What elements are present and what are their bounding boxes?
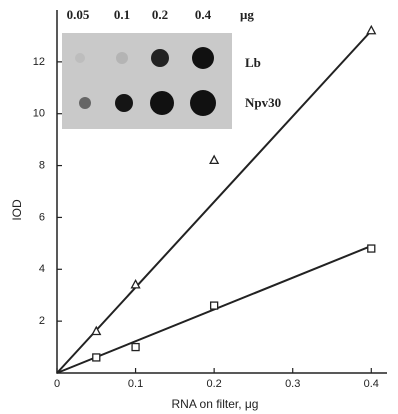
inset-column-label: 0.05 xyxy=(67,7,90,22)
inset-column-label: 0.4 xyxy=(195,7,212,22)
y-tick-label: 2 xyxy=(39,315,45,327)
x-tick-label: 0.1 xyxy=(128,378,143,390)
inset-column-label: 0.2 xyxy=(152,7,168,22)
inset-row-label: Npv30 xyxy=(245,95,281,110)
y-tick-label: 4 xyxy=(39,263,45,275)
square-point xyxy=(93,354,100,361)
inset-row-label: Lb xyxy=(245,55,261,70)
chart: μg Lb Npv30 RNA on filter, μg IOD 0.05 0.… xyxy=(0,0,398,414)
square-point xyxy=(211,302,218,309)
x-tick-label: 0.2 xyxy=(206,378,221,390)
x-tick-label: 0 xyxy=(54,378,60,390)
square-point xyxy=(368,245,375,252)
x-tick-label: 0.3 xyxy=(285,378,300,390)
triangle-point xyxy=(210,156,218,164)
y-axis-label: IOD xyxy=(10,199,24,221)
y-tick-label: 8 xyxy=(39,159,45,171)
page: μg Lb Npv30 RNA on filter, μg IOD 0.05 0.… xyxy=(0,0,398,414)
inset-column-label: 0.1 xyxy=(114,7,130,22)
y-tick-label: 6 xyxy=(39,211,45,223)
x-axis-label: RNA on filter, μg xyxy=(172,397,259,411)
square-point xyxy=(132,344,139,351)
y-tick-label: 10 xyxy=(33,108,45,120)
inset-unit: μg xyxy=(240,7,254,22)
x-tick-label: 0.4 xyxy=(364,378,379,390)
triangle-point xyxy=(367,26,375,34)
y-tick-label: 12 xyxy=(33,56,45,68)
